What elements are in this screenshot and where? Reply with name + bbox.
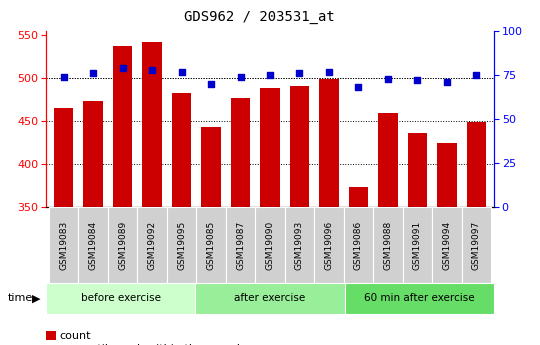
Point (89, 70, 97, 76)
Point (266, 72, 274, 78)
Text: GSM19090: GSM19090 (266, 220, 274, 269)
Text: GSM19091: GSM19091 (413, 220, 422, 269)
Bar (113, 47, 132, 207)
Text: GSM19084: GSM19084 (89, 220, 98, 269)
Bar (54, 108, 73, 207)
Bar (467, 122, 486, 207)
Point (118, 65, 127, 71)
Bar (196, 207, 226, 283)
Bar (403, 207, 432, 283)
Point (413, 78, 422, 83)
Text: GSM19095: GSM19095 (177, 220, 186, 269)
Text: GSM19094: GSM19094 (442, 220, 451, 269)
Bar (379, 114, 397, 207)
Point (148, 67, 157, 72)
Text: after exercise: after exercise (234, 294, 306, 303)
Text: GSM19097: GSM19097 (472, 220, 481, 269)
Bar (432, 207, 462, 283)
Point (325, 69, 333, 74)
Bar (345, 283, 494, 314)
Text: count: count (59, 331, 91, 341)
Point (59, 74, 68, 80)
Bar (260, 88, 280, 207)
Point (295, 70, 304, 76)
Bar (46, 283, 195, 314)
Point (236, 74, 245, 80)
Text: GSM19086: GSM19086 (354, 220, 363, 269)
Text: GSM19093: GSM19093 (295, 220, 304, 269)
Bar (344, 207, 373, 283)
Bar (226, 207, 255, 283)
Bar (167, 207, 196, 283)
Bar (437, 144, 456, 207)
Text: GSM19092: GSM19092 (147, 220, 157, 269)
Text: GSM19089: GSM19089 (118, 220, 127, 269)
Text: time: time (8, 294, 33, 303)
Bar (290, 86, 309, 207)
Text: GSM19088: GSM19088 (383, 220, 393, 269)
Bar (373, 207, 403, 283)
Bar (108, 207, 137, 283)
Bar (319, 79, 339, 207)
Text: GSM19087: GSM19087 (236, 220, 245, 269)
Bar (231, 98, 250, 207)
Bar (462, 207, 491, 283)
Text: ▶: ▶ (32, 294, 41, 303)
Text: before exercise: before exercise (80, 294, 160, 303)
Point (383, 76, 392, 81)
Text: 60 min after exercise: 60 min after exercise (364, 294, 475, 303)
Bar (84, 101, 103, 207)
Bar (314, 207, 344, 283)
Text: GSM19083: GSM19083 (59, 220, 68, 269)
Bar (172, 93, 191, 207)
Bar (285, 207, 314, 283)
Bar (49, 207, 78, 283)
Bar (137, 207, 167, 283)
Text: GDS962 / 203531_at: GDS962 / 203531_at (184, 10, 335, 24)
Point (443, 79, 451, 85)
Bar (195, 283, 345, 314)
Point (472, 72, 481, 78)
Bar (201, 127, 221, 207)
Point (177, 69, 186, 74)
Text: GSM19096: GSM19096 (325, 220, 334, 269)
Point (207, 81, 215, 87)
Bar (349, 187, 368, 207)
Bar (143, 42, 161, 207)
Point (354, 85, 363, 90)
Bar (78, 207, 108, 283)
Text: GSM19085: GSM19085 (206, 220, 215, 269)
Bar (408, 133, 427, 207)
Bar (255, 207, 285, 283)
